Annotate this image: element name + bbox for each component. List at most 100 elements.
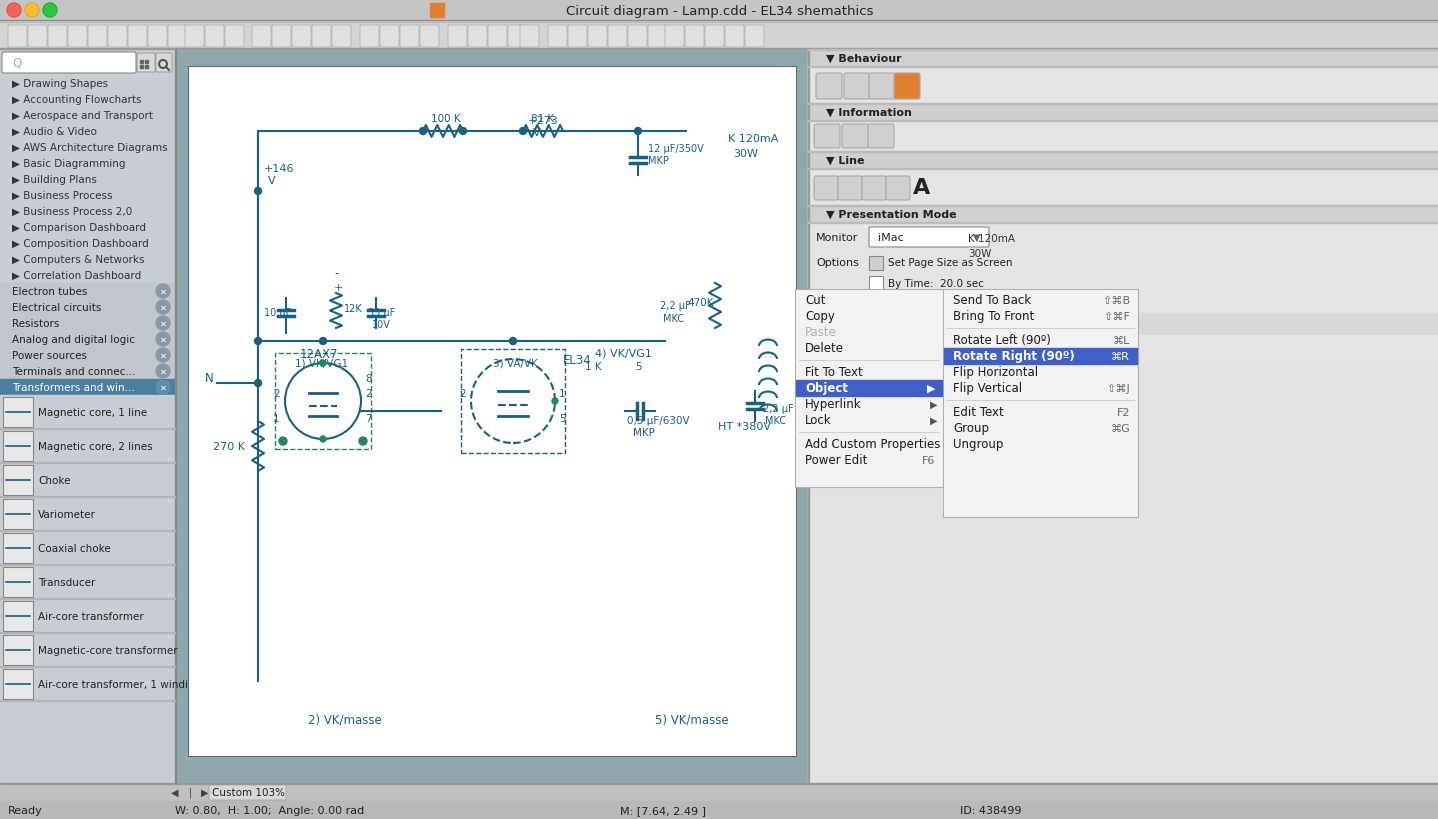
FancyBboxPatch shape xyxy=(1,53,137,74)
Text: ✕: ✕ xyxy=(160,335,167,344)
FancyBboxPatch shape xyxy=(814,124,840,149)
Bar xyxy=(0,783,1438,784)
Text: 1 K: 1 K xyxy=(585,361,601,372)
FancyBboxPatch shape xyxy=(3,432,33,461)
Bar xyxy=(808,50,1438,68)
FancyBboxPatch shape xyxy=(922,338,953,363)
Bar xyxy=(808,223,1438,224)
Bar xyxy=(0,22,1438,50)
Text: Circuit diagram - Lamp.cdd - EL34 shemathics: Circuit diagram - Lamp.cdd - EL34 shemat… xyxy=(567,4,874,17)
Bar xyxy=(139,66,142,69)
Bar xyxy=(795,290,943,487)
Text: Start Presentation: Start Presentation xyxy=(896,319,991,329)
Circle shape xyxy=(155,317,170,331)
Text: ID: 438499: ID: 438499 xyxy=(961,805,1021,815)
Text: 100 K: 100 K xyxy=(431,114,460,124)
Circle shape xyxy=(255,188,262,195)
Circle shape xyxy=(255,338,262,345)
Text: Copy: Copy xyxy=(805,310,835,324)
Text: Magnetic core, 1 line: Magnetic core, 1 line xyxy=(37,408,147,418)
Text: ✕: ✕ xyxy=(160,351,167,360)
Bar xyxy=(808,169,1438,170)
FancyBboxPatch shape xyxy=(3,397,33,428)
Text: 2: 2 xyxy=(365,388,371,399)
Bar xyxy=(943,349,1137,364)
Bar xyxy=(145,66,148,69)
Bar xyxy=(0,666,175,667)
Bar xyxy=(188,67,797,756)
Bar xyxy=(0,496,175,497)
Text: Variometer: Variometer xyxy=(37,509,96,519)
Bar xyxy=(808,121,1438,122)
Circle shape xyxy=(24,4,39,18)
Text: Paste: Paste xyxy=(805,326,837,339)
FancyBboxPatch shape xyxy=(814,338,846,363)
Bar xyxy=(0,300,175,315)
Text: Transducer: Transducer xyxy=(37,577,95,587)
Bar xyxy=(808,104,1438,105)
Text: 12AX7: 12AX7 xyxy=(299,347,338,360)
FancyBboxPatch shape xyxy=(155,54,173,73)
FancyBboxPatch shape xyxy=(588,26,607,48)
Text: MKP: MKP xyxy=(633,428,654,437)
Text: Magnetic core, 2 lines: Magnetic core, 2 lines xyxy=(37,441,152,451)
FancyBboxPatch shape xyxy=(568,26,587,48)
Text: Terminals and connec...: Terminals and connec... xyxy=(12,367,135,377)
Circle shape xyxy=(460,129,466,135)
Text: ⌘R: ⌘R xyxy=(1112,351,1130,361)
Bar xyxy=(0,22,1438,23)
FancyBboxPatch shape xyxy=(745,26,764,48)
Bar xyxy=(0,347,175,364)
Text: 30W: 30W xyxy=(733,149,758,159)
Text: Hyperlink: Hyperlink xyxy=(805,398,861,411)
FancyBboxPatch shape xyxy=(814,177,838,201)
Text: A: A xyxy=(913,178,930,197)
FancyBboxPatch shape xyxy=(9,26,27,48)
Text: 2: 2 xyxy=(459,388,466,399)
Bar xyxy=(0,598,175,600)
Bar xyxy=(0,633,175,667)
Circle shape xyxy=(155,349,170,363)
Bar xyxy=(0,700,175,701)
Bar xyxy=(0,396,175,429)
Bar xyxy=(0,0,1438,22)
FancyBboxPatch shape xyxy=(864,314,997,335)
Bar xyxy=(0,332,175,347)
Bar xyxy=(808,336,1438,365)
Text: 470K: 470K xyxy=(687,297,713,308)
Bar xyxy=(0,49,1438,50)
Text: Coaxial choke: Coaxial choke xyxy=(37,543,111,554)
Text: 12 µF/350V: 12 µF/350V xyxy=(649,144,703,154)
Text: ▶: ▶ xyxy=(929,415,938,426)
FancyBboxPatch shape xyxy=(869,124,894,149)
Text: Choke: Choke xyxy=(37,475,70,486)
Circle shape xyxy=(519,129,526,135)
Text: |: | xyxy=(188,787,191,797)
FancyBboxPatch shape xyxy=(521,26,539,48)
Text: ▼ Presentation Mode: ▼ Presentation Mode xyxy=(825,210,956,219)
Circle shape xyxy=(420,129,427,135)
FancyBboxPatch shape xyxy=(137,54,155,73)
FancyBboxPatch shape xyxy=(3,636,33,665)
Text: HT *380V: HT *380V xyxy=(718,422,771,432)
FancyBboxPatch shape xyxy=(608,26,627,48)
Bar xyxy=(0,497,175,532)
Text: ▶: ▶ xyxy=(929,400,938,410)
Text: Controls: Controls xyxy=(815,319,861,329)
Text: EL34: EL34 xyxy=(564,354,592,367)
Text: Transformers and win...: Transformers and win... xyxy=(12,382,135,392)
Text: Power Edit: Power Edit xyxy=(805,454,867,467)
Text: 4) VK/VG1: 4) VK/VG1 xyxy=(595,349,651,359)
Text: ▶ Correlation Dashboard: ▶ Correlation Dashboard xyxy=(12,270,141,281)
Bar xyxy=(430,4,444,18)
Bar xyxy=(0,564,175,565)
Circle shape xyxy=(155,301,170,314)
FancyBboxPatch shape xyxy=(886,177,910,201)
Text: ▶ Aerospace and Transport: ▶ Aerospace and Transport xyxy=(12,111,152,121)
Text: 12K: 12K xyxy=(344,304,362,314)
Text: 3) VA/VK: 3) VA/VK xyxy=(493,359,538,369)
Text: +: + xyxy=(334,283,344,292)
Circle shape xyxy=(155,333,170,346)
Text: W: 0.80,  H: 1.00;  Angle: 0.00 rad: W: 0.80, H: 1.00; Angle: 0.00 rad xyxy=(175,805,364,815)
Text: Air-core transformer: Air-core transformer xyxy=(37,611,144,622)
